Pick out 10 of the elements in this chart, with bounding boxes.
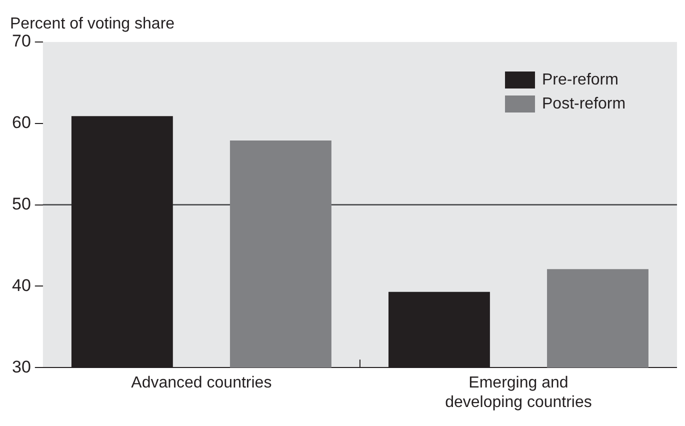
y-tick-label: 40 — [12, 276, 31, 295]
legend-label: Pre-reform — [542, 71, 618, 88]
y-tick-label: 50 — [12, 194, 31, 214]
y-tick-label: 60 — [12, 113, 31, 132]
legend-label: Post-reform — [542, 95, 626, 112]
y-tick-label: 70 — [12, 32, 31, 51]
x-tick-label: Emerging and developing countries — [445, 374, 592, 411]
y-axis-title: Percent of voting share — [10, 15, 175, 32]
y-tick-label: 30 — [12, 357, 31, 376]
x-tick-label: Advanced countries — [131, 374, 272, 392]
